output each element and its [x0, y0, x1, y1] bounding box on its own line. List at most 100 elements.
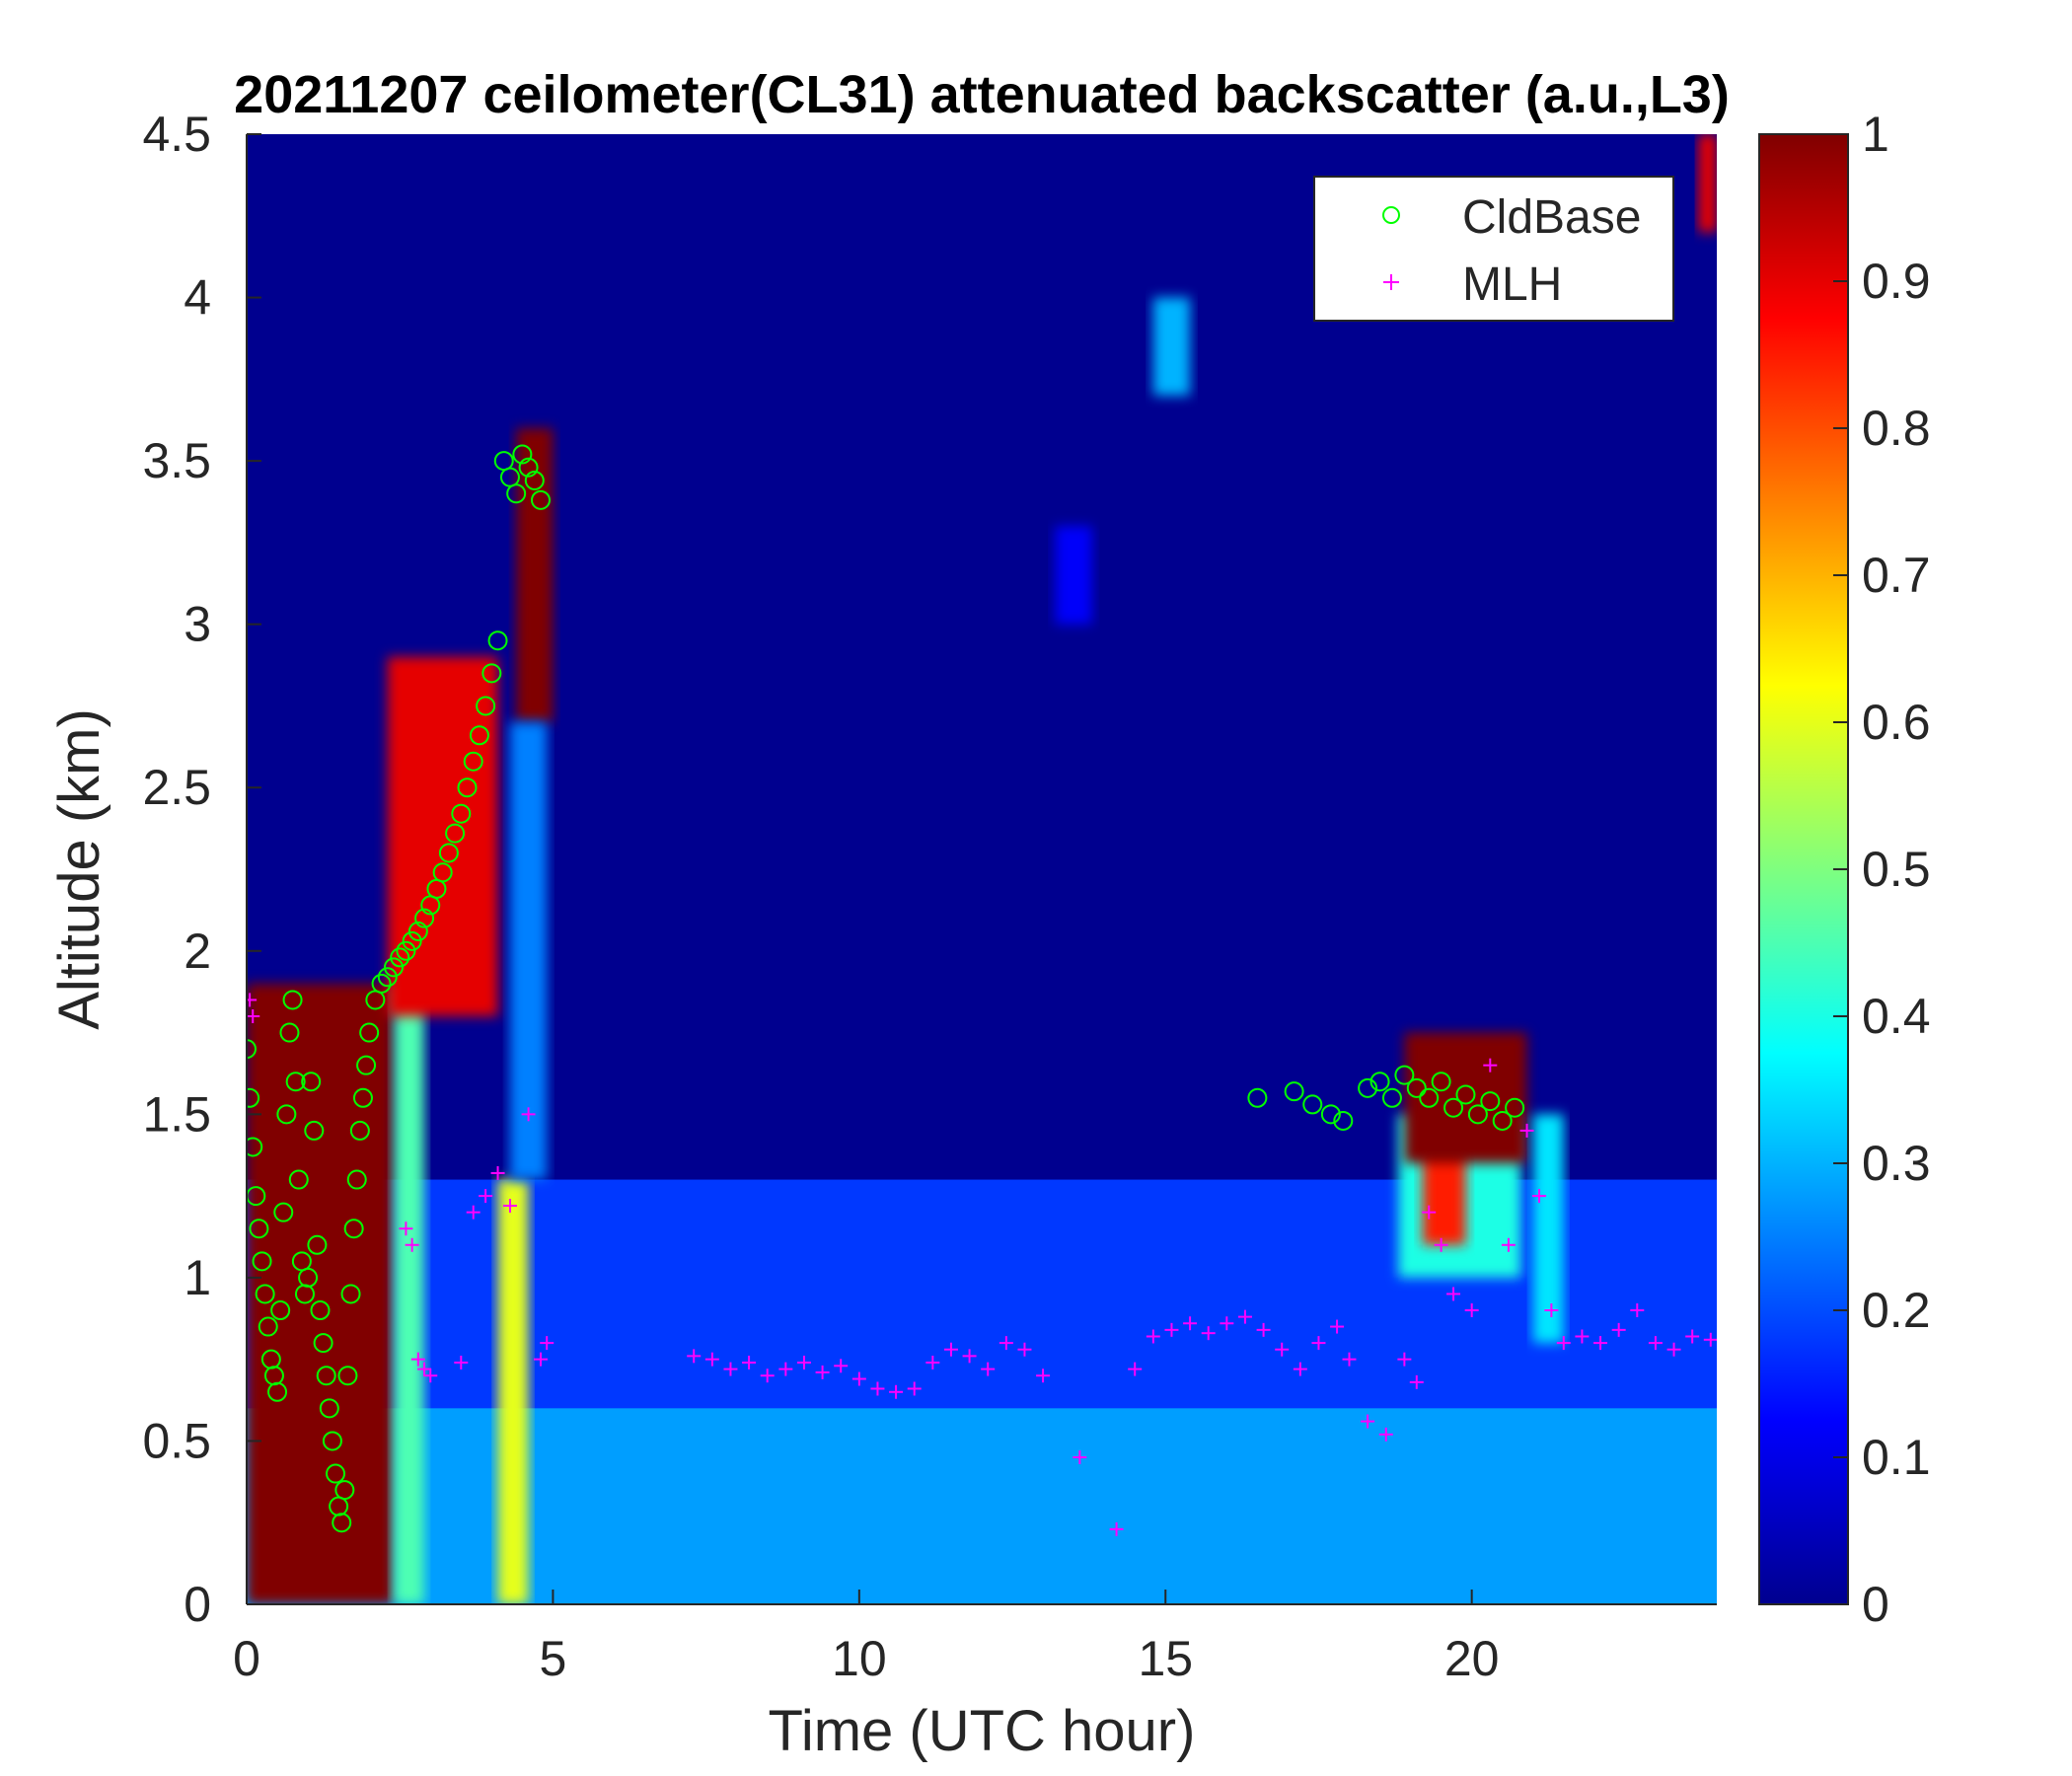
x-axis-label: Time (UTC hour)	[769, 1699, 1196, 1763]
cldbase-point	[270, 1300, 291, 1320]
legend-box	[1313, 176, 1674, 322]
colorbar-tick-label: 1	[1862, 107, 1889, 162]
cldbase-point	[319, 1398, 339, 1419]
x-tick-label: 0	[233, 1631, 260, 1686]
chart-title: 20211207 ceilometer(CL31) attenuated bac…	[234, 65, 1730, 124]
cldbase-point	[298, 1267, 319, 1288]
plot-axes: 0 5 10 15 20 0 0.5 1 1.5 2 2.5 3 3.5 4 4.5	[142, 107, 1717, 1686]
cldbase-point	[310, 1300, 331, 1320]
cldbase-point	[313, 1333, 333, 1354]
cldbase-point	[1431, 1072, 1451, 1092]
cldbase-point	[1394, 1065, 1415, 1085]
cldbase-point	[457, 777, 478, 798]
cldbase-point	[390, 947, 410, 968]
mlh-point	[1311, 1336, 1326, 1351]
mlh-point	[1501, 1237, 1516, 1252]
mlh-point	[1293, 1362, 1307, 1376]
cldbase-point	[307, 1234, 328, 1255]
mlh-point	[1446, 1287, 1461, 1301]
cldbase-point	[463, 751, 483, 772]
cldbase-point	[1467, 1104, 1488, 1125]
mlh-point	[454, 1355, 469, 1369]
mlh-point	[1611, 1322, 1626, 1337]
legend: CldBase MLH	[1313, 176, 1674, 322]
cldbase-point	[359, 1022, 380, 1043]
mlh-series	[247, 993, 1717, 1536]
cldbase-point	[1302, 1094, 1323, 1115]
mlh-point	[1128, 1362, 1143, 1376]
cldbase-point	[1369, 1072, 1390, 1092]
cldbase-point	[402, 930, 422, 951]
mlh-point	[1519, 1123, 1534, 1138]
mlh-point	[1434, 1237, 1448, 1252]
mlh-point	[851, 1371, 866, 1386]
colorbar-tick-label: 0.3	[1862, 1136, 1931, 1191]
legend-cldbase-label: CldBase	[1462, 191, 1641, 244]
mlh-point	[1073, 1450, 1087, 1464]
cldbase-point	[371, 973, 392, 994]
mlh-point	[870, 1381, 885, 1396]
mlh-point	[1422, 1205, 1437, 1220]
colorbar-tick-label: 0.2	[1862, 1283, 1931, 1338]
cldbase-point	[414, 908, 435, 928]
cldbase-point	[384, 957, 404, 978]
backscatter-region	[1532, 1114, 1564, 1344]
cldbase-point	[332, 1513, 352, 1533]
mlh-point	[540, 1336, 555, 1351]
cldbase-point	[524, 470, 545, 490]
cldbase-point	[469, 725, 489, 746]
colorbar-tick-label: 0.7	[1862, 548, 1931, 603]
cldbase-point	[531, 489, 551, 510]
cldbase-point	[1406, 1077, 1427, 1098]
mlh-point	[742, 1355, 757, 1369]
cldbase-point	[432, 862, 453, 883]
mlh-point	[1630, 1303, 1645, 1317]
backscatter-region	[497, 1179, 529, 1604]
colorbar-tick-label: 0	[1862, 1577, 1889, 1632]
mlh-point	[1464, 1303, 1479, 1317]
y-axis-label: Altitude (km)	[47, 708, 111, 1030]
mlh-point	[410, 1352, 425, 1367]
cldbase-point	[451, 803, 472, 824]
mlh-point	[1378, 1427, 1393, 1442]
cldbase-point	[258, 1316, 278, 1337]
mlh-point	[1256, 1322, 1271, 1337]
mlh-point	[534, 1352, 548, 1367]
colorbar-ticks: 0 0.1 0.2 0.3 0.4 0.5 0.6 0.7 0.8 0.9 1	[1833, 107, 1931, 1632]
mlh-point	[1575, 1329, 1590, 1344]
backscatter-region	[516, 428, 554, 722]
x-tick-label: 20	[1444, 1631, 1500, 1686]
cldbase-point	[476, 696, 496, 716]
cldbase-point	[340, 1284, 361, 1304]
mlh-point	[1666, 1342, 1681, 1357]
cldbase-point	[1419, 1087, 1440, 1108]
backscatter-region	[1698, 134, 1717, 233]
mlh-point	[502, 1199, 517, 1214]
legend-cldbase-marker	[1382, 206, 1400, 224]
mlh-point	[399, 1221, 413, 1236]
mlh-point	[943, 1342, 958, 1357]
cldbase-point	[487, 630, 508, 651]
cldbase-point	[1505, 1097, 1525, 1118]
backscatter-region	[1152, 297, 1191, 396]
mlh-point	[1036, 1369, 1051, 1383]
mlh-point	[1017, 1342, 1032, 1357]
legend-mlh-label: MLH	[1462, 259, 1562, 311]
cldbase-point	[288, 1169, 309, 1190]
cldbase-point	[356, 1055, 377, 1075]
cldbase-point	[255, 1284, 275, 1304]
cldbase-point	[247, 1087, 260, 1108]
cldbase-point	[518, 457, 539, 478]
mlh-point	[889, 1384, 904, 1399]
cldbase-point	[396, 940, 416, 961]
cldbase-point	[438, 843, 459, 863]
mlh-point	[1275, 1342, 1290, 1357]
mlh-point	[1164, 1322, 1179, 1337]
mlh-point	[405, 1237, 419, 1252]
mlh-point	[778, 1362, 793, 1376]
y-tick-label: 3.5	[142, 433, 211, 488]
mlh-point	[1648, 1336, 1663, 1351]
mlh-point	[1556, 1336, 1571, 1351]
cldbase-point	[352, 1087, 373, 1108]
x-tick-label: 5	[540, 1631, 567, 1686]
